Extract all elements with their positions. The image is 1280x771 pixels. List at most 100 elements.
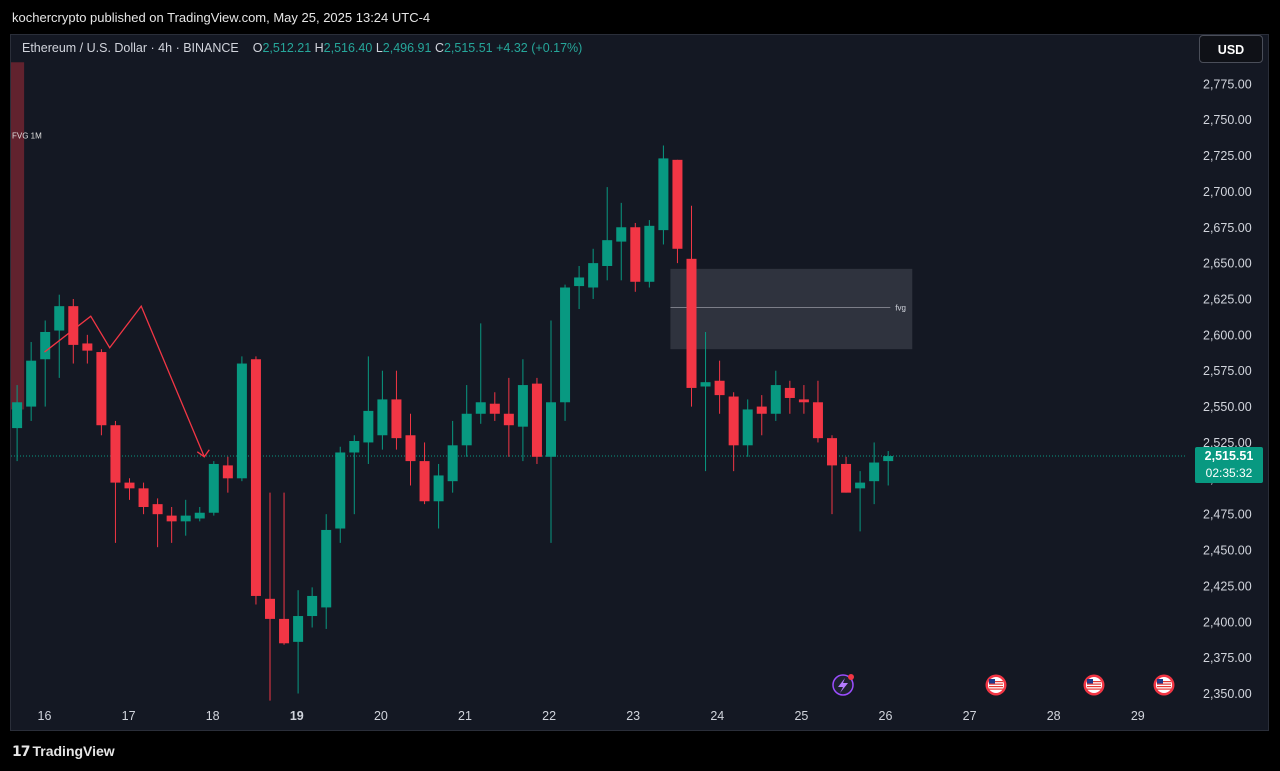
candle-down — [812, 402, 823, 439]
candle-up — [433, 475, 444, 502]
legend-open: 2,512.21 — [262, 41, 312, 55]
time-tick-label: 17 — [122, 709, 136, 723]
time-tick-label: 26 — [879, 709, 893, 723]
price-tick-label: 2,625.00 — [1203, 292, 1252, 306]
candle-up — [40, 331, 51, 360]
price-tick-label: 2,525.00 — [1203, 436, 1252, 450]
time-axis: 16 17 18 19 20 21 22 23 24 25 26 27 28 29 — [38, 709, 1145, 723]
zone-0 — [11, 62, 25, 410]
candle-up — [208, 463, 219, 513]
us-flag-event-icon — [1153, 674, 1175, 696]
time-tick-label: 20 — [374, 709, 388, 723]
candle-down — [82, 343, 93, 351]
candle-up — [560, 287, 571, 403]
price-tick-label: 2,725.00 — [1203, 149, 1252, 163]
candle-down — [279, 618, 290, 644]
candle-up — [588, 263, 599, 288]
legend-close: 2,515.51 — [443, 41, 493, 55]
candle-down — [784, 387, 795, 398]
flag-stripe — [989, 681, 1003, 683]
candle-up — [574, 277, 585, 287]
candle-up — [883, 456, 894, 462]
price-tick-label: 2,450.00 — [1203, 544, 1252, 558]
currency-button[interactable]: USD — [1199, 35, 1263, 63]
projection-layer — [44, 304, 210, 458]
price-tick-label: 2,425.00 — [1203, 579, 1252, 593]
events-layer — [832, 674, 1175, 696]
price-axis: 2,350.00 2,375.00 2,400.00 2,425.00 2,450.00… — [1203, 77, 1252, 701]
candle-up — [461, 413, 472, 446]
flag-stripe — [1157, 688, 1171, 690]
flag-stripe — [1087, 688, 1101, 690]
us-flag-event-icon — [1083, 674, 1105, 696]
flag-stripe — [989, 688, 1003, 690]
time-tick-label: 22 — [542, 709, 556, 723]
flag-stripe — [1157, 686, 1171, 688]
price-tick-label: 2,675.00 — [1203, 221, 1252, 235]
flag-stripe — [1087, 681, 1101, 683]
candle-down — [714, 380, 725, 396]
chart-pane[interactable] — [10, 34, 1269, 731]
price-tick-label: 2,750.00 — [1203, 113, 1252, 127]
candle-up — [321, 529, 332, 608]
legend-interval: 4h — [158, 41, 173, 55]
flash-event-icon — [832, 674, 854, 696]
candle-up — [349, 441, 360, 453]
candle-down — [166, 515, 177, 522]
candle-up — [869, 462, 880, 482]
symbol-legend[interactable]: Ethereum / U.S. Dollar · 4h · BINANCE O2… — [22, 41, 582, 55]
candle-up — [377, 399, 388, 436]
flag-canton — [1157, 679, 1163, 684]
legend-low-label: L — [375, 41, 383, 55]
candle-down — [405, 435, 416, 462]
candle-up — [770, 385, 781, 414]
candle-down — [250, 359, 261, 596]
candle-down — [503, 413, 514, 426]
flag-canton — [989, 679, 995, 684]
us-flag-event-icon — [985, 674, 1007, 696]
candle-down — [686, 258, 697, 388]
tradingview-logo[interactable]: 17 TradingView — [12, 743, 115, 760]
candle-up — [447, 445, 458, 482]
time-tick-label: 27 — [963, 709, 977, 723]
flag-canton — [1087, 679, 1093, 684]
fvg-label: fvg — [895, 304, 906, 313]
publish-bar: kochercrypto published on TradingView.co… — [0, 0, 1280, 34]
candle-down — [124, 482, 135, 489]
time-tick-label: 28 — [1047, 709, 1061, 723]
candle-down — [672, 159, 683, 249]
flag-stripe — [989, 683, 1003, 685]
candle-up — [742, 409, 753, 446]
time-tick-label: 19 — [290, 709, 304, 723]
price-tick-label: 2,350.00 — [1203, 687, 1252, 701]
price-tick-label: 2,475.00 — [1203, 508, 1252, 522]
price-tick-label: 2,700.00 — [1203, 185, 1252, 199]
candle-up — [616, 227, 627, 242]
candle-down — [630, 227, 641, 282]
candle-up — [236, 363, 247, 479]
projection-arrowhead — [196, 449, 210, 458]
candle-up — [602, 240, 613, 266]
candle-up — [307, 595, 318, 617]
candles-layer — [12, 145, 894, 701]
zone-1 — [670, 268, 913, 350]
price-tick-label: 2,400.00 — [1203, 615, 1252, 629]
price-tick-label: 2,600.00 — [1203, 328, 1252, 342]
legend-separator: · — [150, 41, 159, 55]
candle-up — [12, 402, 23, 429]
candle-up — [855, 482, 866, 489]
flag-stripe — [1087, 686, 1101, 688]
candle-down — [728, 396, 739, 446]
time-tick-label: 29 — [1131, 709, 1145, 723]
candle-down — [798, 399, 809, 403]
tradingview-logo-icon: 17 — [12, 744, 31, 760]
candle-up — [700, 382, 711, 387]
time-tick-label: 23 — [626, 709, 640, 723]
price-tick-label: 2,375.00 — [1203, 651, 1252, 665]
legend-open-label: O — [252, 41, 263, 55]
fvg-1m-label: FVG 1M — [12, 131, 42, 140]
projection-path — [44, 304, 205, 458]
candle-down — [827, 438, 837, 466]
flash-bolt — [838, 678, 848, 693]
